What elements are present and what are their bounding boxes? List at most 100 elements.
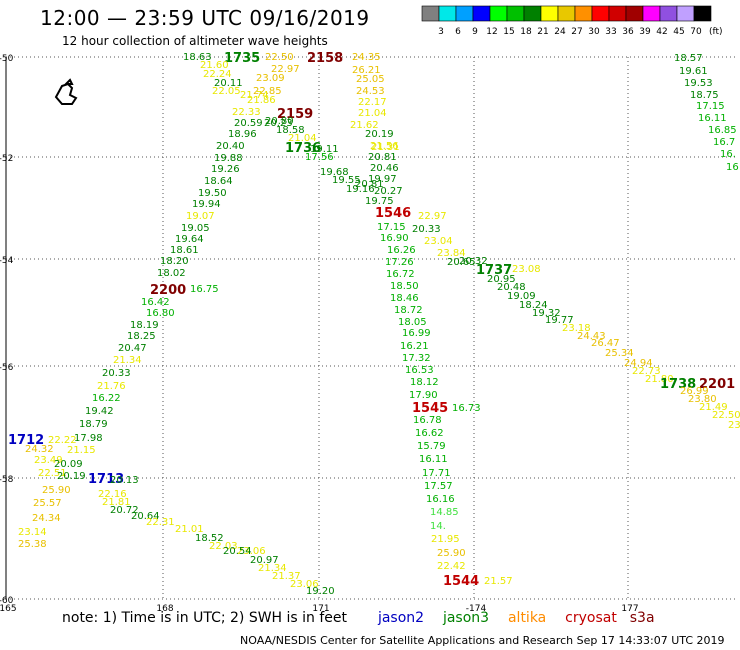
wave-height-label: 24.94 bbox=[624, 358, 653, 369]
wave-height-label: 20.32 bbox=[459, 256, 488, 267]
wave-height-label: 16.72 bbox=[386, 269, 415, 280]
wave-height-label: 17.15 bbox=[377, 222, 406, 233]
pass-time-label: 1712 bbox=[8, 433, 44, 448]
wave-height-label: 19.09 bbox=[507, 291, 536, 302]
island-shape bbox=[54, 78, 78, 105]
wave-height-label: 25.90 bbox=[437, 548, 466, 559]
colorbar-tick-label: 15 bbox=[503, 27, 514, 37]
wave-height-label: 20.81 bbox=[368, 152, 397, 163]
wave-height-label: 26.21 bbox=[352, 65, 381, 76]
wave-height-label: 18.25 bbox=[127, 331, 156, 342]
wave-height-label: 20.81 bbox=[355, 179, 384, 190]
colorbar-tick-label: 12 bbox=[486, 27, 497, 37]
wave-height-label: 18.05 bbox=[398, 317, 427, 328]
wave-height-label: 16.26 bbox=[387, 245, 416, 256]
wave-height-label: 14. bbox=[430, 521, 446, 532]
colorbar-tick-label: 27 bbox=[571, 27, 582, 37]
page-subtitle: 12 hour collection of altimeter wave hei… bbox=[62, 34, 328, 48]
wave-height-label: 22.31 bbox=[146, 517, 175, 528]
wave-height-label: 17.15 bbox=[696, 101, 725, 112]
wave-height-label: 16.11 bbox=[698, 113, 727, 124]
lat-label: -58 bbox=[0, 475, 14, 485]
legend-jason3: jason3 bbox=[442, 610, 490, 626]
wave-height-label: 21.74 bbox=[240, 90, 269, 101]
wave-height-label: 17.71 bbox=[422, 468, 451, 479]
lat-label: -50 bbox=[0, 54, 14, 64]
wave-height-label: 22.22 bbox=[48, 435, 77, 446]
colorbar-tick-label: 3 bbox=[438, 27, 444, 37]
wave-height-label: 16.21 bbox=[400, 341, 429, 352]
wave-height-label: 16.53 bbox=[405, 365, 434, 376]
colorbar-tick-label: 33 bbox=[605, 27, 616, 37]
credits-line: NOAA/NESDIS Center for Satellite Applica… bbox=[240, 634, 725, 647]
lat-label: -60 bbox=[0, 596, 14, 606]
lon-label: 171 bbox=[312, 604, 329, 614]
wave-height-label: 18.50 bbox=[390, 281, 419, 292]
wave-height-label: 20.72 bbox=[110, 505, 139, 516]
wave-height-label: 16.42 bbox=[141, 297, 170, 308]
wave-height-label: 21.86 bbox=[247, 95, 276, 106]
wave-height-label: 19.94 bbox=[192, 199, 221, 210]
wave-height-label: 21.04 bbox=[288, 133, 317, 144]
wave-height-label: 23.14 bbox=[18, 527, 47, 538]
pass-time-label: 1546 bbox=[375, 206, 411, 221]
wave-height-label: 16.7 bbox=[713, 137, 735, 148]
lon-label: 165 bbox=[0, 604, 17, 614]
wave-height-label: 22.42 bbox=[437, 561, 466, 572]
wave-height-label: 18.58 bbox=[276, 125, 305, 136]
wave-height-label: 16.16 bbox=[426, 494, 455, 505]
wave-height-label: 23.08 bbox=[512, 264, 541, 275]
wave-height-label: 16.73 bbox=[452, 403, 481, 414]
wave-height-label: 20.97 bbox=[250, 555, 279, 566]
wave-height-label: 25.05 bbox=[356, 74, 385, 85]
wave-height-label: 19.97 bbox=[368, 174, 397, 185]
wave-height-label: 21.37 bbox=[272, 571, 301, 582]
wave-height-label: 20.95 bbox=[487, 274, 516, 285]
wave-height-label: 25.90 bbox=[42, 485, 71, 496]
wave-height-label: 19.53 bbox=[684, 78, 713, 89]
wave-height-label: 21.95 bbox=[431, 534, 460, 545]
wave-height-label: 17.98 bbox=[74, 433, 103, 444]
wave-height-label: 22.97 bbox=[418, 211, 447, 222]
wave-height-label: 20.13 bbox=[110, 475, 139, 486]
wave-height-label: 15.79 bbox=[417, 441, 446, 452]
pass-time-label: 1737 bbox=[476, 263, 512, 278]
wave-height-label: 19.20 bbox=[306, 586, 335, 597]
wave-height-label: 21.34 bbox=[258, 563, 287, 574]
wave-height-label: 19.50 bbox=[198, 188, 227, 199]
wave-height-label: 25.34 bbox=[605, 348, 634, 359]
legend-jason2: jason2 bbox=[377, 610, 425, 626]
wave-height-label: 26.47 bbox=[591, 338, 620, 349]
wave-height-label: 18.57 bbox=[674, 53, 703, 64]
legend-altika: altika bbox=[507, 610, 547, 626]
wave-height-label: 18.75 bbox=[690, 90, 719, 101]
wave-height-label: 22.16 bbox=[98, 489, 127, 500]
wave-height-label: 19.88 bbox=[214, 153, 243, 164]
wave-height-label: 22.05 bbox=[212, 86, 241, 97]
wave-height-label: 16.80 bbox=[146, 308, 175, 319]
wave-height-label: 16 bbox=[726, 162, 739, 173]
wave-height-label: 22.85 bbox=[253, 86, 282, 97]
wave-height-label: 18.79 bbox=[79, 419, 108, 430]
wave-height-label: 23.09 bbox=[256, 73, 285, 84]
wave-height-label: 16.99 bbox=[402, 328, 431, 339]
wave-height-label: 17.26 bbox=[385, 257, 414, 268]
wave-height-label: 21.81 bbox=[102, 497, 131, 508]
wave-height-label: 20.33 bbox=[102, 368, 131, 379]
wave-height-label: 21.49 bbox=[699, 402, 728, 413]
wave-height-label: 23.04 bbox=[424, 236, 453, 247]
wave-height-label: 20.59 bbox=[234, 118, 263, 129]
wave-height-label: 16.75 bbox=[190, 284, 219, 295]
wave-height-label: 23.76 bbox=[728, 420, 740, 431]
colorbar-tick-label: 24 bbox=[554, 27, 566, 37]
wave-height-label: 23.06 bbox=[237, 546, 266, 557]
wave-height-label: 20.19 bbox=[57, 471, 86, 482]
wave-height-label: 19.77 bbox=[545, 315, 574, 326]
wave-height-label: 20.33 bbox=[412, 224, 441, 235]
wave-height-label: 22.17 bbox=[358, 97, 387, 108]
wave-height-label: 18.64 bbox=[204, 176, 233, 187]
colorbar-tick-label: 39 bbox=[639, 27, 651, 37]
wave-height-label: 18.96 bbox=[228, 129, 257, 140]
pass-time-label: 2200 bbox=[150, 283, 186, 298]
wave-height-label: 23.06 bbox=[290, 579, 319, 590]
